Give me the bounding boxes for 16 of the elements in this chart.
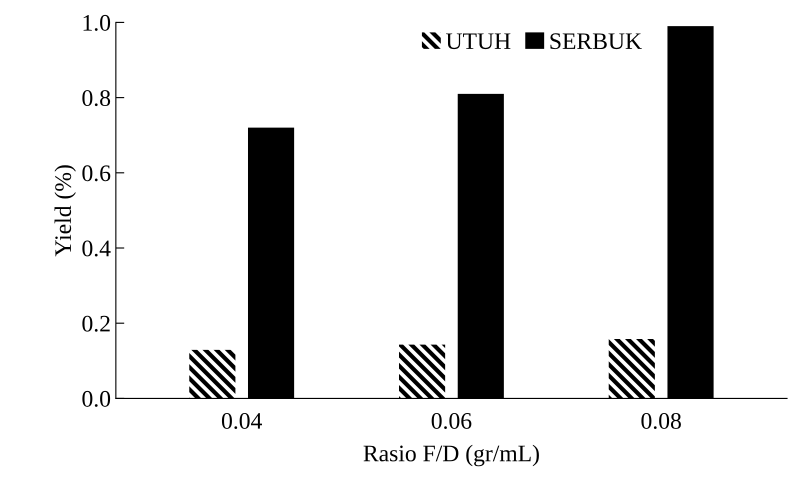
x-axis-title: Rasio F/D (gr/mL) (364, 444, 539, 466)
bar (399, 344, 446, 398)
x-tick-label: 0.06 (432, 412, 472, 430)
bar (608, 338, 655, 398)
legend-label: SERBUK (550, 33, 642, 50)
bar (189, 350, 236, 398)
x-tick-label: 0.04 (222, 412, 262, 430)
y-tick-label: 1.0 (84, 14, 110, 31)
legend-label: UTUH (446, 33, 510, 50)
y-tick-label: 0.6 (82, 165, 110, 182)
y-tick-label: 0.4 (82, 240, 111, 257)
y-tick-label: 0.0 (82, 390, 110, 407)
y-axis-title: Yield (%) (54, 165, 76, 256)
x-tick-label: 0.08 (641, 412, 681, 430)
y-tick-label: 0.2 (82, 316, 110, 332)
y-tick-label: 0.8 (82, 90, 110, 106)
